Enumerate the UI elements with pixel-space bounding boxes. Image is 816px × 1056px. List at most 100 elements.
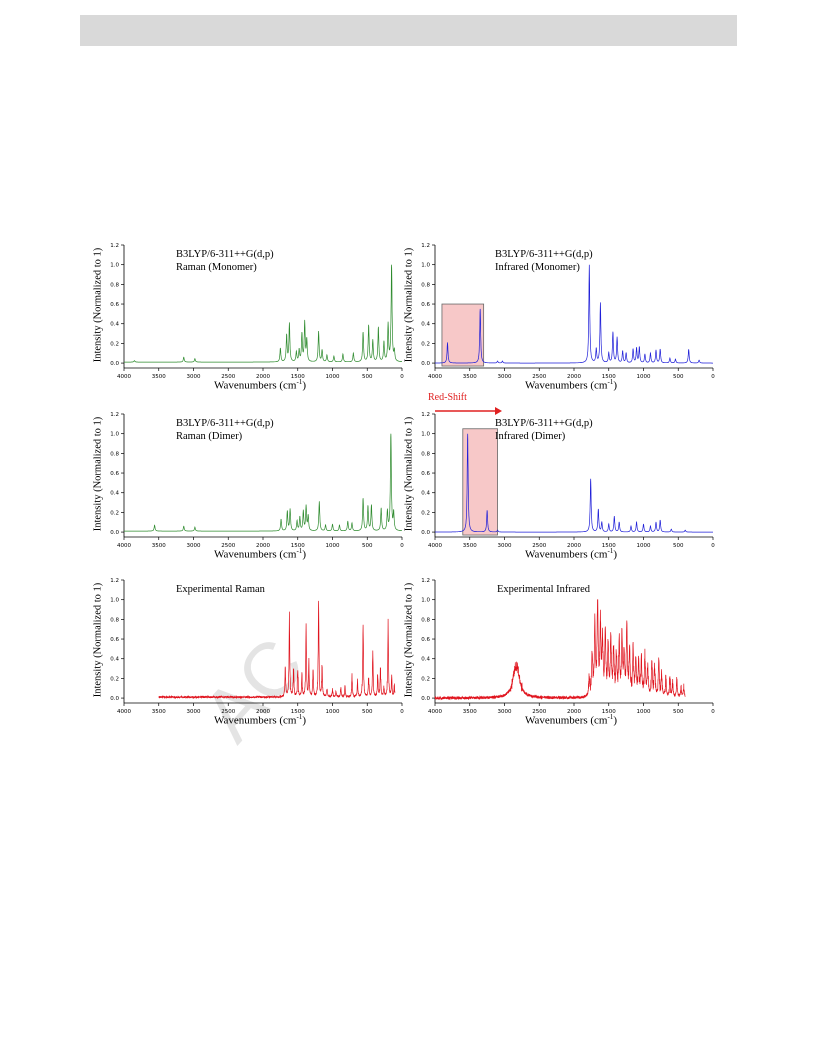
x-tick-label: 3500 [152, 709, 166, 715]
x-tick-label: 1500 [291, 543, 305, 549]
x-tick-label: 1500 [602, 709, 616, 715]
y-tick-label: 0.8 [110, 451, 119, 457]
x-tick-label: 1000 [637, 709, 651, 715]
y-tick-label: 1.0 [421, 263, 430, 269]
panel-title: B3LYP/6-311++G(d,p) Raman (Monomer) [176, 249, 274, 273]
x-tick-label: 500 [362, 543, 373, 549]
y-tick-label: 0.4 [421, 322, 430, 328]
red-shift-label: Red-Shift [428, 392, 467, 403]
x-tick-label: 4000 [117, 709, 131, 715]
y-tick-label: 0.4 [110, 322, 119, 328]
panel-ir-monomer: 4000 3500 3000 2500 2000 1500 1000 500 0 0.0 0.2 0.… [404, 237, 737, 397]
y-tick-label: 0.6 [421, 302, 430, 308]
y-tick-label: 0.8 [421, 282, 430, 288]
panel-exp-ir: 4000 3500 3000 2500 2000 1500 1000 500 0 0.0 0.2 0.… [404, 572, 737, 732]
x-tick-label: 2500 [221, 543, 235, 549]
x-tick-label: 500 [362, 709, 373, 715]
spectrum-line [435, 433, 713, 533]
x-tick-label: 2500 [532, 374, 546, 380]
x-tick-label: 2000 [567, 709, 581, 715]
y-tick-label: 0.2 [110, 676, 119, 682]
x-tick-label: 2000 [256, 543, 270, 549]
y-tick-label: 0.0 [110, 696, 119, 702]
chart-raman-dimer: 4000 3500 3000 2500 2000 1500 1000 500 0 0.0 0.2 0.… [110, 412, 404, 549]
x-tick-label: 4000 [117, 374, 131, 380]
panel-title: Experimental Raman [176, 584, 265, 595]
x-tick-label: 0 [400, 543, 404, 549]
spectrum-line [434, 599, 686, 701]
x-tick-label: 0 [711, 374, 715, 380]
y-tick-label: 1.2 [110, 243, 119, 249]
x-tick-label: 2500 [532, 543, 546, 549]
x-tick-label: 500 [673, 374, 684, 380]
panel-title: Experimental Infrared [497, 584, 590, 595]
x-tick-label: 2500 [221, 374, 235, 380]
y-tick-label: 0.8 [110, 282, 119, 288]
x-tick-label: 500 [362, 374, 373, 380]
x-tick-label: 4000 [428, 709, 442, 715]
x-tick-label: 1000 [326, 543, 340, 549]
y-tick-label: 1.0 [421, 432, 430, 438]
x-tick-label: 500 [673, 709, 684, 715]
spectrum-line [124, 264, 402, 363]
x-tick-label: 1500 [291, 709, 305, 715]
y-tick-label: 0.6 [110, 637, 119, 643]
x-tick-label: 3500 [463, 374, 477, 380]
panel-title: B3LYP/6-311++G(d,p) Raman (Dimer) [176, 418, 274, 442]
x-tick-label: 3500 [152, 543, 166, 549]
x-tick-label: 4000 [428, 374, 442, 380]
y-tick-label: 0.2 [110, 341, 119, 347]
x-tick-label: 0 [711, 709, 715, 715]
y-tick-label: 0.0 [421, 696, 430, 702]
x-tick-label: 1500 [291, 374, 305, 380]
x-tick-label: 3500 [463, 543, 477, 549]
y-tick-label: 1.2 [110, 412, 119, 418]
y-tick-label: 0.4 [421, 657, 430, 663]
x-tick-label: 3500 [463, 709, 477, 715]
x-tick-label: 1000 [637, 374, 651, 380]
y-tick-label: 1.0 [110, 432, 119, 438]
x-tick-label: 2000 [256, 374, 270, 380]
x-tick-label: 2000 [567, 543, 581, 549]
panel-raman-monomer: 4000 3500 3000 2500 2000 1500 1000 500 0 0.0 0.2 0.… [93, 237, 426, 397]
x-axis-title: Wavenumbers (cm-1) [213, 713, 306, 727]
x-tick-label: 2500 [532, 709, 546, 715]
chart-ir-dimer: 4000 3500 3000 2500 2000 1500 1000 500 0 0.0 0.2 0.… [421, 407, 715, 549]
highlight-box [441, 303, 485, 367]
y-tick-label: 0.0 [421, 530, 430, 536]
panel-raman-dimer: 4000 3500 3000 2500 2000 1500 1000 500 0 0.0 0.2 0.… [93, 406, 426, 566]
panel-title: B3LYP/6-311++G(d,p) Infrared (Monomer) [495, 249, 593, 273]
chart-raman-monomer: 4000 3500 3000 2500 2000 1500 1000 500 0 0.0 0.2 0.… [110, 243, 404, 380]
x-tick-label: 2000 [567, 374, 581, 380]
y-tick-label: 1.2 [421, 412, 430, 418]
y-tick-label: 1.0 [421, 598, 430, 604]
x-tick-label: 0 [400, 374, 404, 380]
y-tick-label: 1.2 [421, 243, 430, 249]
y-tick-label: 0.6 [421, 471, 430, 477]
x-tick-label: 2500 [221, 709, 235, 715]
x-tick-label: 1000 [326, 374, 340, 380]
x-tick-label: 3000 [187, 374, 201, 380]
y-tick-label: 0.4 [421, 491, 430, 497]
panel-exp-raman: 4000 3500 3000 2500 2000 1500 1000 500 0 0.0 0.2 0.… [93, 572, 426, 732]
chart-exp-raman: 4000 3500 3000 2500 2000 1500 1000 500 0 0.0 0.2 0.… [110, 578, 404, 715]
x-tick-label: 3500 [152, 374, 166, 380]
x-axis-title: Wavenumbers (cm-1) [213, 547, 306, 561]
y-tick-label: 0.0 [110, 361, 119, 367]
x-axis-title: Wavenumbers (cm-1) [524, 547, 617, 561]
y-tick-label: 1.0 [110, 263, 119, 269]
panel-title: B3LYP/6-311++G(d,p) Infrared (Dimer) [495, 418, 593, 442]
x-tick-label: 3000 [187, 709, 201, 715]
y-tick-label: 0.8 [421, 451, 430, 457]
y-tick-label: 0.6 [110, 471, 119, 477]
x-tick-label: 2000 [256, 709, 270, 715]
y-tick-label: 1.0 [110, 598, 119, 604]
x-tick-label: 3000 [187, 543, 201, 549]
y-tick-label: 0.6 [421, 637, 430, 643]
header-bar [80, 15, 737, 46]
y-tick-label: 0.2 [421, 676, 430, 682]
y-tick-label: 0.4 [110, 491, 119, 497]
y-tick-label: 0.2 [421, 510, 430, 516]
y-tick-label: 0.8 [110, 617, 119, 623]
highlight-box [462, 428, 498, 536]
